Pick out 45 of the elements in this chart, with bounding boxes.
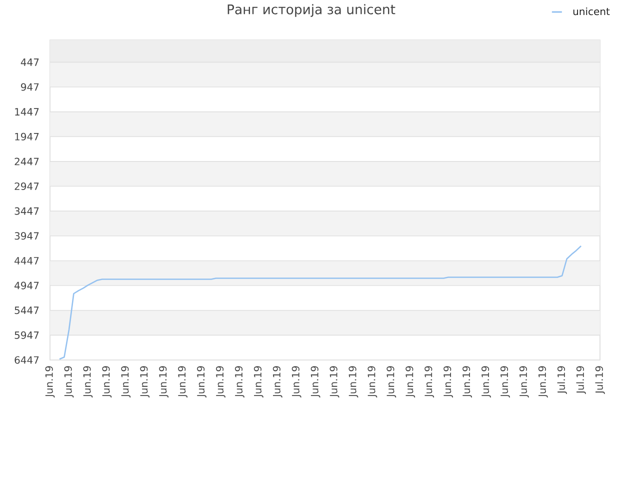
x-tick-label: Jun.19 [368, 366, 378, 398]
x-tick-label: Jun.19 [348, 366, 358, 398]
x-tick-label: Jun.19 [482, 366, 491, 398]
x-tick-label: Jun.19 [216, 366, 226, 398]
y-tick-label: 3447 [14, 207, 39, 215]
y-tick-label: 5947 [14, 331, 39, 339]
x-tick-label: Jun.19 [272, 366, 282, 398]
x-tick-label: Jun.19 [310, 366, 320, 398]
y-tick-label: 4447 [14, 257, 39, 264]
x-tick-label: Jun.19 [159, 366, 169, 398]
chart-title: Ранг историја за unicent [228, 4, 396, 17]
x-tick-label: Jun.19 [538, 366, 548, 398]
x-tick-label: Jun.19 [178, 366, 188, 398]
y-tick-label: 1447 [15, 108, 39, 116]
x-tick-label: Jun.19 [386, 366, 396, 398]
x-tick-label: Jun.19 [254, 366, 264, 398]
x-tick-label: Jun.19 [45, 366, 55, 398]
x-tick-label: Jun.19 [424, 366, 434, 398]
x-tick-label: Jun.19 [406, 366, 416, 398]
x-tick-label: Jul.19 [595, 366, 605, 394]
y-tick-label: 4947 [14, 282, 39, 290]
x-tick-label: Jul.19 [576, 366, 586, 394]
x-tick-label: Jun.19 [330, 366, 340, 398]
y-tick-label: 5447 [14, 306, 39, 314]
x-tick-label: Jun.19 [462, 366, 472, 398]
x-tick-label: Jun.19 [234, 366, 244, 398]
y-tick-label: 447 [20, 58, 39, 66]
x-tick-label: Jun.19 [83, 366, 93, 398]
y-tick-label: 2447 [14, 158, 39, 166]
y-tick-label: 947 [21, 83, 39, 91]
y-tick-label: 2947 [14, 182, 39, 190]
x-tick-label: Jun.19 [102, 366, 112, 398]
x-tick-label: Jun.19 [197, 366, 206, 398]
legend-label: unicent [573, 7, 610, 16]
x-tick-label: Jun.19 [292, 366, 302, 398]
x-tick-label: Jun.19 [64, 366, 74, 398]
x-tick-label: Jun.19 [500, 366, 510, 398]
x-tick-label: Jun.19 [444, 366, 453, 398]
x-tick-label: Jun.19 [121, 366, 131, 398]
x-tick-label: Jul.19 [557, 366, 567, 394]
y-tick-label: 1947 [15, 132, 39, 140]
x-tick-label: Jun.19 [140, 366, 150, 398]
y-tick-label: 6447 [14, 356, 39, 364]
y-tick-label: 3947 [14, 232, 39, 240]
x-tick-label: Jun.19 [519, 366, 529, 398]
